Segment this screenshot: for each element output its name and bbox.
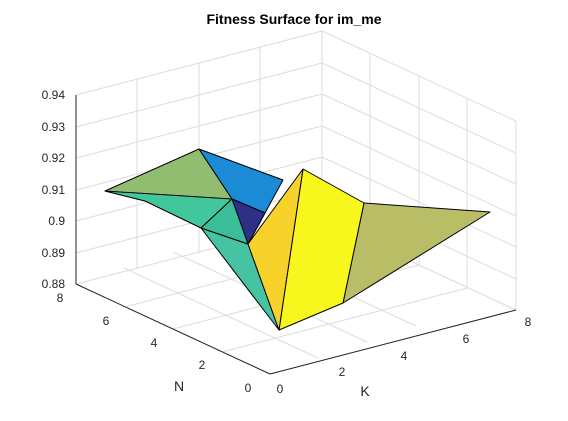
x-axis-line bbox=[270, 310, 516, 374]
surface bbox=[105, 149, 490, 330]
z-tick-label: 0.9 bbox=[48, 214, 65, 228]
x-tick-label: 6 bbox=[463, 332, 470, 346]
x-axis-label: K bbox=[360, 383, 370, 399]
y-axis-label: N bbox=[174, 378, 184, 394]
z-tick-label: 0.89 bbox=[42, 246, 66, 260]
x-tick-label: 4 bbox=[401, 349, 408, 363]
z-tick-label: 0.94 bbox=[42, 88, 66, 102]
y-tick-label: 4 bbox=[151, 336, 158, 350]
z-tick-label: 0.91 bbox=[42, 183, 66, 197]
chart-title: Fitness Surface for im_me bbox=[206, 11, 381, 27]
y-axis-line bbox=[76, 284, 270, 374]
x-tick-label: 0 bbox=[277, 382, 284, 396]
x-ticks: 0 2 4 6 8 bbox=[277, 315, 532, 396]
y-tick-label: 6 bbox=[103, 314, 110, 328]
z-tick-label: 0.88 bbox=[42, 277, 66, 291]
y-ticks: 0 2 4 6 8 bbox=[57, 291, 252, 395]
y-tick-label: 0 bbox=[245, 381, 252, 395]
z-ticks: 0.88 0.89 0.9 0.91 0.92 0.93 0.94 bbox=[42, 88, 66, 291]
y-tick-label: 2 bbox=[199, 358, 206, 372]
y-tick-label: 8 bbox=[57, 291, 64, 305]
x-tick-label: 2 bbox=[339, 365, 346, 379]
z-tick-label: 0.93 bbox=[42, 120, 66, 134]
z-tick-label: 0.92 bbox=[42, 151, 66, 165]
x-tick-label: 8 bbox=[525, 315, 532, 329]
